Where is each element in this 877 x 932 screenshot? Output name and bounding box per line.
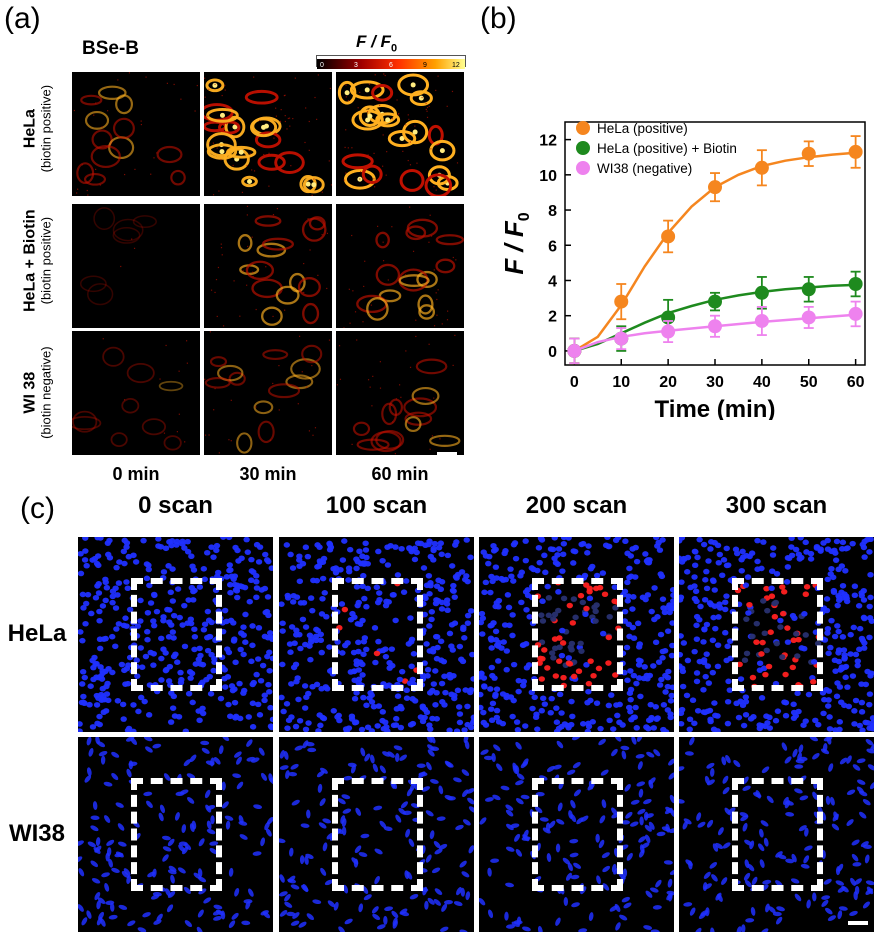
nuclei-tile [479, 537, 674, 732]
colorbar: 0 3 6 9 12 [316, 55, 466, 69]
row-label-wi38: WI 38 (biotin negative) [21, 323, 54, 463]
micrograph-tile [72, 72, 200, 196]
micrograph-tile [336, 204, 464, 328]
nuclei-tile [78, 737, 273, 932]
nuclei-tile [679, 537, 874, 732]
col-label-0min: 0 min [112, 464, 160, 484]
data-point [801, 146, 816, 161]
colorbar-tick: 3 [354, 62, 358, 69]
colorbar-title-sub: 0 [390, 42, 398, 55]
row-label-c-hela: HeLa [7, 620, 67, 647]
nuclei-tile [78, 537, 273, 732]
legend-marker [576, 121, 590, 135]
row-label-line2: (biotin positive) [38, 84, 54, 173]
scan-region-box [732, 578, 823, 691]
data-point [754, 160, 769, 175]
data-point [754, 313, 769, 328]
scale-bar-a [437, 452, 457, 456]
x-axis-label: Time (min) [655, 396, 776, 420]
y-tick-label: 4 [548, 273, 557, 290]
data-point [661, 324, 676, 339]
data-point [848, 144, 863, 159]
micrograph-tile [204, 331, 332, 455]
data-point [708, 319, 722, 334]
probe-label: BSe-B [82, 38, 140, 59]
data-point [614, 331, 629, 346]
data-point [754, 285, 769, 300]
micrograph-tile [72, 204, 200, 328]
x-tick-label: 0 [570, 374, 579, 391]
colorbar-tick: 12 [452, 62, 460, 69]
y-tick-label: 12 [539, 133, 557, 150]
colorbar-tick: 6 [389, 62, 393, 69]
scan-region-box [332, 578, 423, 691]
colorbar-title: F / F0 [356, 32, 397, 54]
x-tick-label: 60 [847, 374, 865, 391]
x-tick-label: 50 [800, 374, 818, 391]
scan-region-box [532, 778, 623, 891]
micrograph-tile [204, 72, 332, 196]
scan-region-box [131, 578, 222, 691]
data-point [801, 282, 816, 297]
x-tick-label: 30 [706, 374, 724, 391]
y-tick-label: 2 [548, 309, 557, 326]
legend-label: HeLa (positive) [597, 121, 688, 136]
row-label-hela-biotin: HeLa + Biotin (biotin positive) [21, 191, 54, 331]
data-point [708, 180, 722, 195]
row-label-line2: (biotin positive) [38, 216, 54, 305]
scan-label-200: 200 scan [525, 492, 628, 519]
legend-marker [576, 161, 590, 175]
row-label-line2: (biotin negative) [38, 346, 54, 439]
data-point [661, 229, 676, 244]
data-point [848, 306, 863, 321]
micrograph-tile [336, 331, 464, 455]
data-point [801, 310, 816, 325]
row-label-hela: HeLa (biotin positive) [21, 59, 54, 199]
col-label-60min: 60 min [371, 464, 429, 484]
scan-region-box [131, 778, 222, 891]
panel-a-tag: (a) [4, 2, 41, 35]
scan-label-100: 100 scan [325, 492, 428, 519]
colorbar-tick: 9 [423, 62, 427, 69]
nuclei-tile [279, 537, 474, 732]
scan-region-box [532, 578, 623, 691]
scan-label-300: 300 scan [725, 492, 828, 519]
scan-region-box [732, 778, 823, 891]
colorbar-title-text: F / F [356, 32, 391, 51]
micrograph-tile [336, 72, 464, 196]
data-point [708, 294, 722, 309]
nuclei-tile [279, 737, 474, 932]
panel-c-tag: (c) [20, 492, 55, 525]
data-point [567, 343, 582, 358]
panel-b-tag: (b) [480, 2, 517, 35]
scale-bar-c [848, 921, 868, 925]
x-tick-label: 20 [659, 374, 677, 391]
col-label-30min: 30 min [239, 464, 297, 484]
chart-svg: 0 10 20 30 40 50 60 0 2 4 6 8 10 12 Time (min) F / F0 He… [499, 121, 866, 423]
colorbar-tick: 0 [320, 62, 324, 69]
nuclei-tile [479, 737, 674, 932]
micrograph-tile [72, 331, 200, 455]
y-tick-label: 6 [548, 238, 557, 255]
row-label-line1: WI 38 [21, 371, 39, 414]
legend-label: HeLa (positive) + Biotin [597, 141, 737, 156]
nuclei-tile [679, 737, 874, 932]
chart-b: 0 10 20 30 40 50 60 0 2 4 6 8 10 12 Time (min) F / F0 He… [490, 100, 875, 423]
data-point [614, 294, 629, 309]
micrograph-tile [204, 204, 332, 328]
row-label-c-wi38: WI38 [8, 820, 65, 847]
y-tick-label: 8 [548, 203, 557, 220]
x-tick-label: 40 [753, 374, 771, 391]
data-point [848, 277, 863, 291]
y-tick-label: 10 [539, 168, 557, 185]
legend-label: WI38 (negative) [597, 161, 692, 176]
scan-label-0: 0 scan [138, 492, 213, 519]
row-label-line1: HeLa [21, 109, 39, 149]
legend-marker [576, 141, 590, 155]
row-label-line1: HeLa + Biotin [21, 209, 39, 313]
y-axis-label: F / F0 [499, 212, 533, 274]
x-tick-label: 10 [612, 374, 630, 391]
y-tick-label: 0 [548, 344, 557, 361]
scan-region-box [332, 778, 423, 891]
